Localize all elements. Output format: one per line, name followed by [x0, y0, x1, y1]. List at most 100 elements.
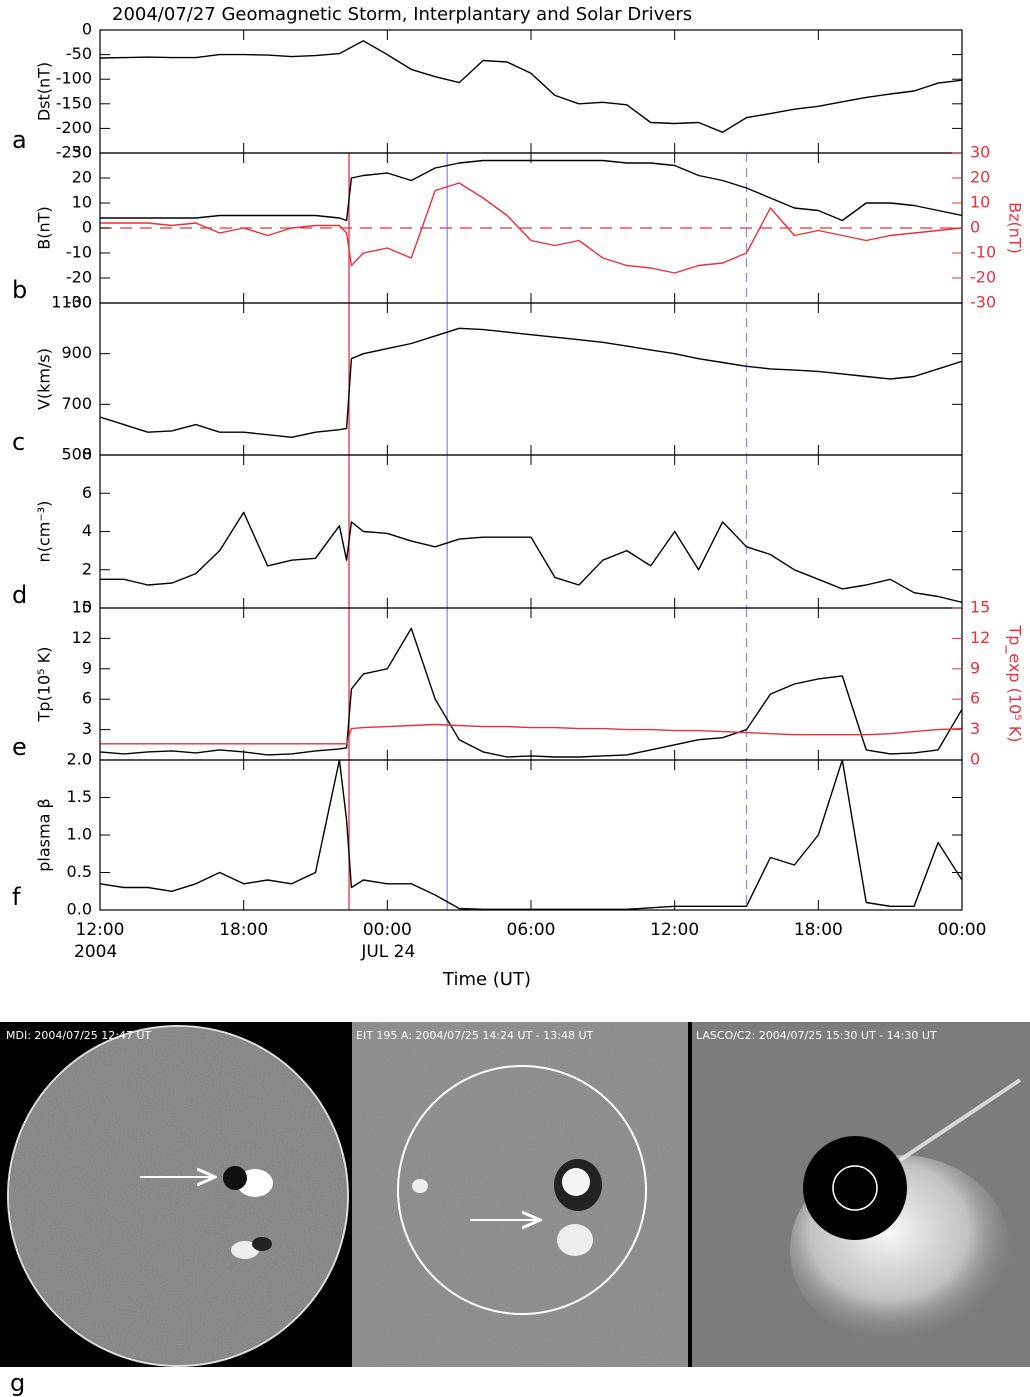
x-tick-label: 00:00 [363, 920, 412, 940]
plot-frame [99, 29, 963, 154]
panel-letter: d [12, 581, 27, 609]
eit-region [412, 1179, 428, 1193]
plot-frame [99, 607, 963, 761]
y-tick-label: -30 [66, 293, 92, 312]
y-axis-label: n(cm⁻³) [35, 501, 54, 563]
y2-axis-label: Bz(nT) [1006, 202, 1025, 254]
image-label: LASCO/C2: 2004/07/25 15:30 UT - 14:30 UT [696, 1029, 937, 1042]
y-tick-label: 4 [82, 521, 92, 540]
y-tick-label: 0 [82, 598, 92, 617]
y-tick-label: -200 [56, 118, 92, 137]
y-tick-label: 0 [82, 20, 92, 39]
y2-tick-label: 0 [970, 218, 980, 237]
y-tick-label: -20 [66, 268, 92, 287]
panel-letter: f [12, 883, 21, 911]
streamer [898, 1078, 1022, 1162]
y-tick-label: 0.5 [67, 862, 92, 881]
y-tick-label: 1.5 [67, 787, 92, 806]
x-axis-label: Time (UT) [442, 969, 531, 990]
x-tick-label: 06:00 [507, 920, 556, 940]
y-tick-label: -50 [66, 44, 92, 63]
y2-tick-label: 6 [970, 689, 980, 708]
data-line [100, 627, 962, 758]
y-axis-label: plasma β [35, 798, 54, 871]
x-tick-label: 12:00 [76, 920, 125, 940]
y-tick-label: 30 [72, 143, 92, 162]
y-tick-label: -150 [56, 93, 92, 112]
mdi-spot [231, 1241, 259, 1259]
y2-tick-label: -20 [970, 268, 996, 287]
data-line [100, 159, 962, 222]
x-date-label: JUL 24 [360, 942, 415, 962]
y-tick-label: -10 [66, 243, 92, 262]
y-tick-label: 0 [82, 750, 92, 769]
x-tick-label: 12:00 [650, 920, 699, 940]
eit-region [562, 1168, 590, 1196]
y2-axis-label: Tp_exp (10⁵ K) [1005, 624, 1025, 742]
y2-tick-label: 9 [970, 658, 980, 677]
y2-tick-label: 15 [970, 598, 990, 617]
eit-limb [397, 1065, 647, 1315]
y-tick-label: 700 [61, 394, 92, 413]
y-axis-label: V(km/s) [35, 348, 54, 410]
panel-letter: a [12, 126, 27, 154]
solar-images: MDI: 2004/07/25 12:47 UT EIT 195 A: 2004… [0, 1022, 1030, 1397]
x-tick-label: 18:00 [794, 920, 843, 940]
y-tick-label: 12 [72, 628, 92, 647]
y-tick-label: 2 [82, 559, 92, 578]
y-tick-label: 10 [72, 193, 92, 212]
image-label: EIT 195 A: 2004/07/25 14:24 UT - 13:48 U… [356, 1029, 594, 1042]
y2-tick-label: -10 [970, 243, 996, 262]
panel-letter: b [12, 276, 27, 304]
image-label: MDI: 2004/07/25 12:47 UT [6, 1029, 152, 1042]
mdi-spot [252, 1237, 272, 1251]
figure-title: 2004/07/27 Geomagnetic Storm, Interplant… [112, 4, 692, 25]
y-tick-label: 8 [82, 445, 92, 464]
panel-letter: g [10, 1369, 25, 1397]
data-line [100, 511, 962, 603]
y2-tick-label: 10 [970, 193, 990, 212]
y-axis-label: Dst(nT) [35, 62, 54, 121]
y-axis-label: B(nT) [35, 206, 54, 249]
y-tick-label: 1.0 [67, 825, 92, 844]
y-tick-label: 900 [61, 343, 92, 362]
mdi-noise [10, 1028, 346, 1364]
y-tick-label: 15 [72, 598, 92, 617]
y-tick-label: 9 [82, 658, 92, 677]
eit-noise [352, 1022, 688, 1367]
data-line [100, 723, 962, 745]
mdi-spot [223, 1166, 247, 1190]
y-tick-label: -250 [56, 143, 92, 162]
data-line [100, 182, 962, 274]
y2-tick-label: 20 [970, 168, 990, 187]
y-axis-label: Tp(10⁵ K) [35, 647, 54, 723]
panel-letter: e [12, 733, 27, 761]
x-tick-label: 00:00 [938, 920, 987, 940]
data-line [100, 40, 962, 133]
data-line [100, 327, 962, 438]
y-tick-label: 0.0 [67, 900, 92, 919]
y2-tick-label: 12 [970, 628, 990, 647]
panel-letter: c [12, 428, 25, 456]
y-tick-label: 3 [82, 719, 92, 738]
y-tick-label: 6 [82, 689, 92, 708]
occulter [803, 1136, 907, 1240]
data-line [100, 760, 962, 910]
y-tick-label: 6 [82, 483, 92, 502]
plot-frame [99, 759, 963, 911]
y-tick-label: 0 [82, 218, 92, 237]
y2-tick-label: 30 [970, 143, 990, 162]
y2-tick-label: -30 [970, 293, 996, 312]
y-tick-label: -100 [56, 69, 92, 88]
y-tick-label: 500 [61, 445, 92, 464]
y-tick-label: 1100 [51, 293, 92, 312]
y2-tick-label: 0 [970, 750, 980, 769]
eit-region [557, 1224, 593, 1256]
solar-limb [832, 1165, 878, 1211]
y-tick-label: 2.0 [67, 750, 92, 769]
y2-tick-label: 3 [970, 719, 980, 738]
x-date-label: 2004 [74, 942, 117, 962]
x-tick-label: 18:00 [219, 920, 268, 940]
